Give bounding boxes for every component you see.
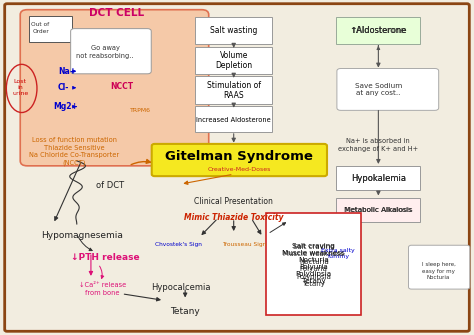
Text: Creative-Med-Doses: Creative-Med-Doses [208, 167, 271, 172]
FancyBboxPatch shape [71, 28, 151, 74]
Text: Na+ is absorbed in
exchange of K+ and H+: Na+ is absorbed in exchange of K+ and H+ [338, 138, 419, 152]
FancyBboxPatch shape [266, 213, 361, 315]
FancyBboxPatch shape [337, 17, 420, 44]
Text: Hypocalcemia: Hypocalcemia [151, 283, 210, 291]
Text: Save Sodium
at any cost..: Save Sodium at any cost.. [355, 83, 402, 96]
Text: Metabolic Alkalosis: Metabolic Alkalosis [345, 207, 411, 213]
FancyBboxPatch shape [20, 10, 209, 166]
Text: Hypomagnesemia: Hypomagnesemia [41, 231, 123, 240]
FancyBboxPatch shape [195, 107, 272, 132]
Text: ↓Ca²⁺ release
from bone: ↓Ca²⁺ release from bone [79, 282, 127, 295]
FancyBboxPatch shape [195, 17, 272, 44]
Text: Out of
Order: Out of Order [31, 22, 50, 34]
Text: Go away
not reabsorbing..: Go away not reabsorbing.. [76, 45, 134, 59]
Text: Loss of function mutation
Thiazide Sensitive
Na Chloride Co-Transporter
(NCCT): Loss of function mutation Thiazide Sensi… [29, 137, 119, 166]
FancyBboxPatch shape [195, 76, 272, 104]
Text: Mimic Thiazide Toxicity: Mimic Thiazide Toxicity [184, 213, 283, 222]
Text: NCCT: NCCT [110, 82, 133, 90]
Text: TRPM6: TRPM6 [130, 108, 151, 113]
Text: Salt craving
Muscle weakness
Nocturia
Polyuria
Polydipsia
Tetany: Salt craving Muscle weakness Nocturia Po… [283, 244, 344, 287]
FancyBboxPatch shape [337, 198, 420, 222]
FancyBboxPatch shape [152, 144, 327, 176]
Text: I sleep here,
easy for my
Nocturia: I sleep here, easy for my Nocturia [422, 262, 456, 280]
Text: Stimulation of
RAAS: Stimulation of RAAS [207, 81, 261, 100]
Text: Clinical Presentation: Clinical Presentation [194, 197, 273, 206]
Text: Salt craving
Muscle weakness
Nocturia
Polyuria
Polydipsia
Tetany: Salt craving Muscle weakness Nocturia Po… [282, 243, 345, 284]
Text: Tetany: Tetany [170, 307, 200, 316]
Text: Gitelman Syndrome: Gitelman Syndrome [165, 150, 313, 163]
Text: Mg2+: Mg2+ [53, 102, 78, 111]
FancyBboxPatch shape [29, 16, 72, 42]
Text: Trousseau Sign: Trousseau Sign [222, 242, 266, 247]
Text: of DCT: of DCT [96, 181, 124, 190]
Text: Lost
in
urine: Lost in urine [12, 79, 28, 96]
Text: ↑Aldosterone: ↑Aldosterone [351, 26, 406, 35]
Text: Na+: Na+ [58, 67, 76, 76]
Text: Salt wasting: Salt wasting [210, 26, 257, 35]
Text: Extra salty
Yummy: Extra salty Yummy [321, 248, 355, 259]
FancyBboxPatch shape [409, 245, 470, 289]
Text: Chvostek's Sign: Chvostek's Sign [155, 242, 201, 247]
Text: ↑Aldosterone: ↑Aldosterone [349, 26, 407, 35]
Text: Hypokalemia: Hypokalemia [351, 174, 406, 183]
Text: Cl-: Cl- [58, 83, 69, 92]
Text: Volume
Depletion: Volume Depletion [215, 51, 252, 70]
FancyBboxPatch shape [5, 4, 469, 331]
FancyBboxPatch shape [337, 68, 438, 110]
FancyBboxPatch shape [195, 47, 272, 74]
FancyBboxPatch shape [337, 166, 420, 190]
Text: Metabolic Alkalosis: Metabolic Alkalosis [344, 207, 413, 213]
Text: Increased Aldosterone: Increased Aldosterone [196, 117, 271, 123]
Text: ↓PTH release: ↓PTH release [71, 253, 139, 262]
Text: DCT CELL: DCT CELL [89, 8, 145, 18]
Text: Hypokalemia: Hypokalemia [351, 174, 406, 183]
